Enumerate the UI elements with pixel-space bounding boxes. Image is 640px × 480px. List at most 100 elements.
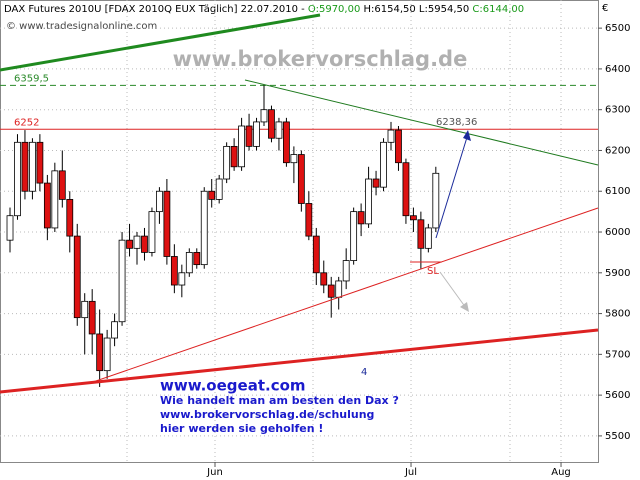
candle-body <box>14 141 21 217</box>
copyright: © www.tradesignalonline.com <box>6 21 157 32</box>
title-part: O:5970,00 <box>308 4 360 15</box>
trendline <box>0 13 321 72</box>
trendline <box>89 207 599 384</box>
candle-body <box>327 284 335 298</box>
candle-body <box>290 154 298 164</box>
candle-body <box>66 198 74 237</box>
target-label: 6238,36 <box>436 117 477 128</box>
candle-body <box>88 300 96 335</box>
trendline <box>244 79 599 166</box>
y-tick-label: 5900 <box>605 268 630 279</box>
candle-body <box>402 162 410 217</box>
candle-body <box>215 178 223 200</box>
candle-body <box>238 125 245 168</box>
candle-body <box>96 333 104 372</box>
y-tick-label: 6200 <box>605 145 630 156</box>
candle-body <box>417 219 425 249</box>
candle-body <box>335 280 343 298</box>
candle-body <box>208 190 216 200</box>
candle-body <box>200 190 208 266</box>
y-tick-label: 5700 <box>605 349 630 360</box>
currency: € <box>602 3 608 14</box>
y-tick-label: 5600 <box>605 390 630 401</box>
candle-body <box>81 300 89 319</box>
candle-body <box>320 272 328 286</box>
candle-body <box>43 182 51 229</box>
trendlines <box>0 13 599 394</box>
candle-body <box>305 203 313 237</box>
candle-body <box>58 170 66 200</box>
y-tick-label: 6100 <box>605 186 630 197</box>
x-tick-label: Jul <box>404 467 417 478</box>
candle-body <box>111 321 118 339</box>
y-tick-label: 5800 <box>605 309 630 320</box>
candle-body <box>372 178 380 188</box>
candle-body <box>342 260 350 282</box>
sl-label: SL <box>427 266 439 277</box>
candle-body <box>365 178 372 225</box>
annotation: Wie handelt man am besten den Dax ? <box>160 394 399 407</box>
candle-body <box>253 121 260 147</box>
arrow <box>435 133 469 239</box>
trendline <box>0 328 599 394</box>
arrow <box>439 271 467 309</box>
annotation: hier werden sie geholfen ! <box>160 422 323 435</box>
candle-body <box>193 252 201 266</box>
candle-body <box>230 145 238 168</box>
candle-body <box>275 121 283 139</box>
candle-body <box>380 141 387 188</box>
arrow-head <box>460 302 469 312</box>
y-tick-label: 6400 <box>605 64 630 75</box>
y-tick-label: 6000 <box>605 227 630 238</box>
chart-title: DAX Futures 2010U [FDAX 2010Q EUX Täglic… <box>4 4 524 15</box>
x-tick-label: Jun <box>206 467 223 478</box>
candle-body <box>223 145 231 180</box>
candle-body <box>133 235 141 249</box>
candle-body <box>170 256 178 286</box>
candle-body <box>51 170 59 229</box>
candle-body <box>395 129 402 164</box>
candle-body <box>424 227 432 249</box>
candle-body <box>126 239 133 249</box>
candle-body <box>410 215 417 221</box>
candle-body <box>283 121 290 164</box>
candle-body <box>36 141 44 184</box>
y-tick-label: 6500 <box>605 23 630 34</box>
candle-body <box>73 235 81 319</box>
level-label: 6252 <box>14 117 39 128</box>
separators <box>126 0 511 462</box>
y-tick-label: 6300 <box>605 105 630 116</box>
title-part: H:6154,50 L:5954,50 <box>360 4 472 15</box>
candle-body <box>432 172 440 229</box>
y-tick-label: 5500 <box>605 431 630 442</box>
candle-body <box>29 141 36 192</box>
candle-body <box>148 211 156 253</box>
title-part: DAX Futures 2010U [FDAX 2010Q EUX Täglic… <box>4 4 308 15</box>
candle-body <box>6 215 14 241</box>
candle-body <box>245 125 253 147</box>
level-label: 6359,5 <box>14 73 49 84</box>
candle-body <box>21 141 29 192</box>
candle-body <box>178 272 186 286</box>
arrow-head <box>463 130 471 141</box>
candle-body <box>357 211 365 225</box>
title-part: C:6144,00 <box>472 4 524 15</box>
candle-body <box>268 109 275 139</box>
candle-body <box>260 109 268 123</box>
x-tick-label: Aug <box>551 467 571 478</box>
annotation: www.brokervorschlag.de/schulung <box>160 408 374 421</box>
plot-frame <box>0 0 599 463</box>
candle-body <box>141 235 148 253</box>
candle-body <box>118 239 126 323</box>
marker-label: 4 <box>361 367 367 378</box>
candle-body <box>297 154 305 204</box>
candle-body <box>350 211 358 261</box>
candle-body <box>103 337 111 372</box>
candle-body <box>156 190 163 213</box>
annotation: www.oegeat.com <box>160 377 306 395</box>
watermark: www.brokervorschlag.de <box>173 47 468 71</box>
candle-body <box>163 190 171 257</box>
